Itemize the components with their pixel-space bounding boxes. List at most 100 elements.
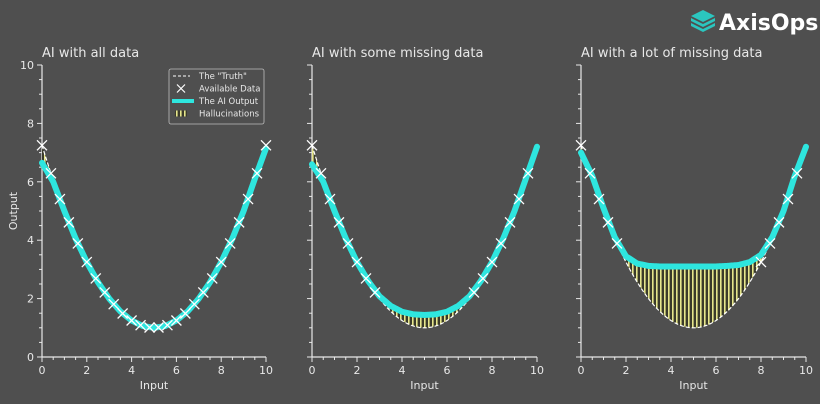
data-point: [611, 237, 623, 249]
x-tick-label: 6: [713, 364, 720, 377]
x-tick-label: 6: [444, 364, 451, 377]
data-point: [575, 139, 587, 151]
data-point: [260, 139, 272, 151]
data-point: [135, 319, 147, 331]
data-point: [468, 287, 480, 298]
legend-box: [168, 68, 265, 125]
y-tick-label: 10: [20, 59, 34, 72]
data-point: [215, 256, 227, 268]
panel-title: AI with a lot of missing data: [581, 46, 762, 61]
data-point: [117, 308, 129, 319]
x-tick-label: 10: [530, 364, 544, 377]
data-point: [90, 272, 102, 284]
x-tick-label: 4: [399, 364, 406, 377]
x-tick-label: 4: [668, 364, 675, 377]
data-point: [602, 216, 614, 228]
x-tick-label: 0: [578, 364, 585, 377]
data-point: [315, 167, 327, 179]
data-point: [72, 237, 84, 249]
legend-symbol-hatched: [175, 110, 187, 117]
hallucination-area: [581, 145, 806, 328]
x-tick-label: 8: [758, 364, 765, 377]
data-point: [791, 167, 803, 179]
x-tick-label: 6: [173, 364, 180, 377]
data-point: [495, 237, 507, 249]
data-point: [126, 315, 138, 326]
data-point: [369, 287, 381, 298]
y-tick-label: 8: [27, 117, 34, 130]
logo-stack-icon: [691, 10, 715, 32]
x-tick-label: 4: [128, 364, 135, 377]
data-point: [593, 193, 605, 205]
data-point: [513, 193, 525, 205]
x-tick-label: 2: [354, 364, 361, 377]
data-point: [170, 315, 182, 326]
x-tick-label: 0: [39, 364, 46, 377]
data-point: [306, 139, 318, 151]
data-point: [206, 272, 218, 284]
data-point: [251, 167, 263, 179]
panel-2: AI with some missing data 0 2 4 6 8 10 Input: [306, 46, 544, 392]
data-point: [99, 287, 111, 298]
data-point: [333, 216, 345, 228]
data-point: [54, 193, 66, 205]
x-axis-label: Input: [410, 379, 439, 392]
data-point: [755, 256, 767, 268]
data-point: [242, 193, 254, 205]
data-point: [36, 139, 48, 151]
data-point: [504, 216, 516, 228]
data-point: [764, 237, 776, 249]
data-point: [108, 298, 120, 310]
data-point: [477, 272, 489, 284]
legend-label: The AI Output: [198, 97, 259, 107]
data-point: [782, 193, 794, 205]
panel-title: AI with all data: [42, 46, 139, 61]
data-point: [233, 216, 245, 228]
data-point: [773, 216, 785, 228]
ai-output-line: [309, 143, 540, 318]
data-point: [188, 298, 200, 310]
panel-3: AI with a lot of missing data 0 2 4 6 8 10 Inpu…: [575, 46, 813, 392]
ai-output-line: [578, 143, 809, 270]
data-point: [144, 322, 155, 333]
data-point: [360, 272, 372, 284]
ai-output-line: [39, 145, 269, 331]
y-tick-label: 0: [27, 351, 34, 364]
legend-symbol-x-marker: [176, 84, 186, 93]
x-axis-label: Input: [679, 379, 708, 392]
x-axis-label: Input: [140, 379, 169, 392]
x-tick-label: 8: [489, 364, 496, 377]
data-point: [197, 287, 209, 298]
data-point: [153, 322, 164, 333]
data-point: [161, 319, 173, 331]
data-point: [81, 256, 93, 268]
legend: The "Truth" Available Data The AI Output Ha…: [168, 68, 265, 125]
x-tick-label: 10: [799, 364, 813, 377]
axisops-logo: AxisOps: [691, 10, 818, 36]
panel-1: AI with all data 0 2 4 6 8 10 0 2 4 6 8 10 Input Outpu…: [7, 46, 273, 392]
x-tick-label: 2: [623, 364, 630, 377]
data-point: [224, 237, 236, 249]
legend-label: Hallucinations: [199, 110, 260, 120]
data-point: [584, 167, 596, 179]
data-point: [351, 256, 363, 268]
x-tick-label: 8: [218, 364, 225, 377]
logo-text: AxisOps: [719, 11, 818, 36]
y-tick-label: 4: [27, 234, 34, 247]
x-tick-label: 2: [83, 364, 90, 377]
data-point: [63, 216, 75, 228]
y-axis-label: Output: [7, 191, 20, 230]
y-tick-label: 2: [27, 293, 34, 306]
x-tick-label: 10: [259, 364, 273, 377]
data-point: [45, 167, 57, 179]
legend-label: Available Data: [199, 85, 260, 95]
data-point: [179, 308, 191, 319]
y-tick-label: 6: [27, 176, 34, 189]
data-point: [486, 256, 498, 268]
panel-title: AI with some missing data: [312, 46, 483, 61]
x-tick-label: 0: [309, 364, 316, 377]
legend-label: The "Truth": [198, 72, 247, 82]
data-point: [324, 193, 336, 205]
data-point: [342, 237, 354, 249]
